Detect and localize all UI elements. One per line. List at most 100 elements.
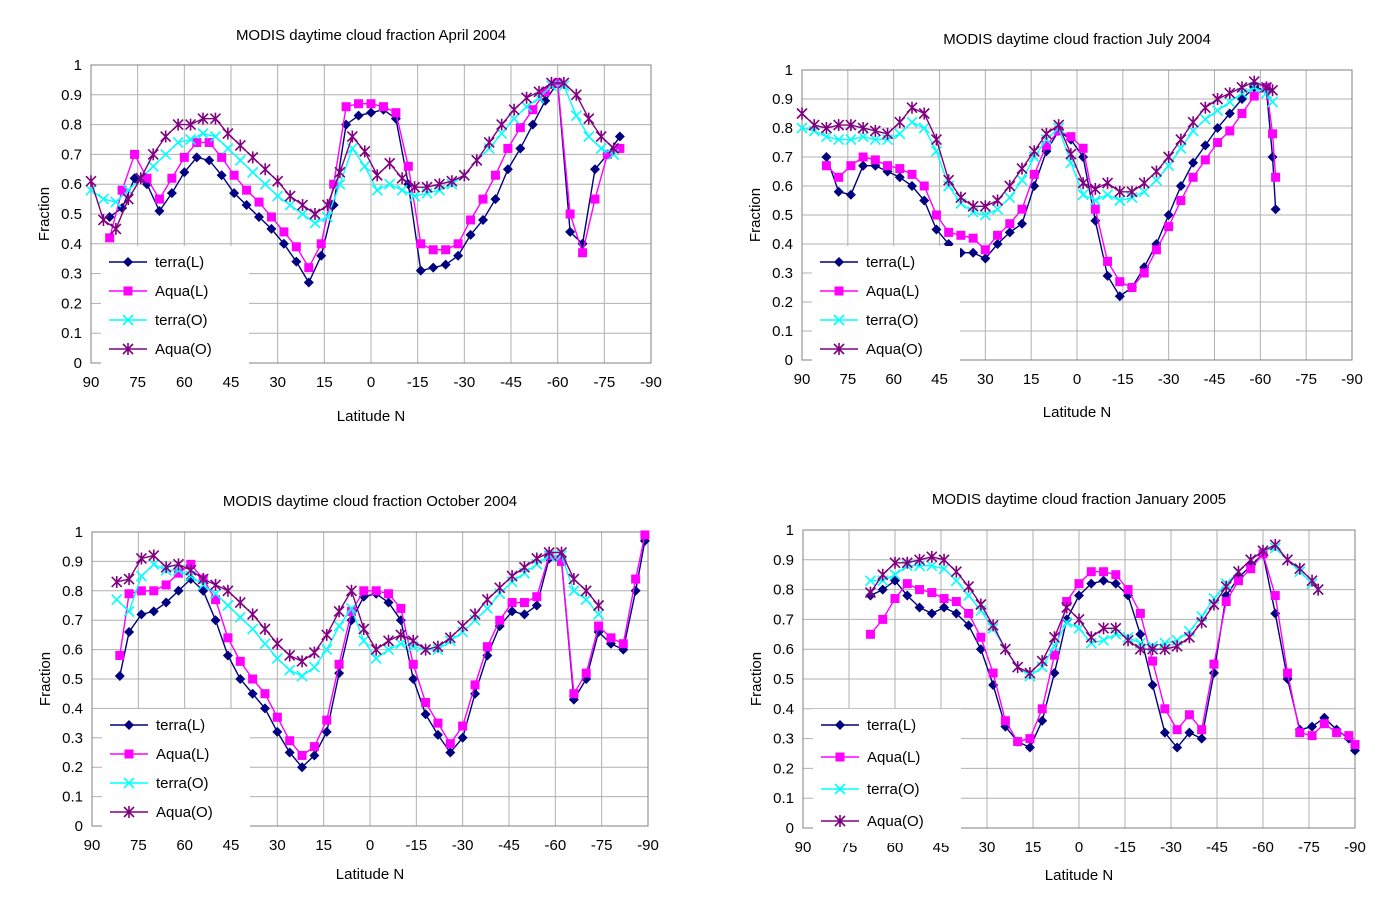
data-point [931,224,942,235]
data-point [97,193,110,205]
data-point [1188,157,1199,168]
data-point [446,175,458,188]
x-tick-label: -15 [405,837,427,854]
data-point [939,594,949,604]
data-point [1332,728,1342,738]
data-point [902,590,913,601]
x-tick-label: 15 [315,837,332,854]
data-point [371,586,381,596]
data-point [420,643,432,656]
data-point [796,107,808,120]
data-point [184,133,197,146]
chart-panel-july-2004: 90 75 60 45 30 15 0 -15 -30 -45 -60 -75 -90 0 0.1 0.2 0.… [700,0,1400,445]
series-Aqua(O) [864,538,1324,680]
data-point [222,650,233,661]
data-point [1024,667,1036,680]
legend-marker [833,314,845,326]
data-point [1266,96,1279,108]
x-tick-label: 75 [841,839,858,856]
data-point [279,227,289,237]
series-Aqua(O) [111,546,605,668]
data-point [285,736,295,746]
data-point [284,747,295,758]
data-point [1102,270,1113,281]
data-point [148,558,160,570]
data-point [864,586,877,599]
data-point [915,585,925,595]
data-point [1295,728,1305,738]
data-point [951,597,961,607]
data-point [1127,283,1137,292]
data-point [136,586,146,596]
data-point [963,620,974,631]
data-point [1122,634,1134,647]
data-point [179,167,190,178]
data-point [173,585,184,596]
data-point [420,709,431,720]
data-point [1004,180,1016,192]
data-point [988,668,998,678]
data-point [160,148,172,160]
y-tick-label: 0.4 [773,701,794,718]
data-point [919,195,930,206]
data-point [321,726,332,737]
data-point [421,181,433,194]
y-tick-label: 0.1 [772,323,793,340]
x-tick-label: -30 [452,837,474,854]
data-point [1171,640,1183,653]
data-point [1150,165,1163,178]
x-tick-label: -45 [1206,839,1228,856]
data-point [1197,725,1207,735]
data-point [631,574,641,584]
data-point [869,134,881,146]
data-point [110,196,122,208]
data-point [1110,578,1121,589]
data-point [1138,186,1150,198]
legend-label: terra(O) [866,312,919,329]
data-point [209,588,222,600]
data-point [503,143,513,153]
y-axis-label: Fraction [747,188,764,242]
data-point [877,568,889,581]
data-point [382,644,395,656]
series-terra(L) [114,535,650,773]
data-point [278,238,289,249]
data-point [117,185,127,195]
data-point [833,134,845,146]
data-point [234,596,246,609]
data-point [614,131,625,142]
data-point [359,145,371,158]
x-tick-label: 45 [223,837,240,854]
data-point [478,194,488,204]
data-point [507,606,518,617]
data-point [543,546,555,559]
data-point [1196,616,1208,629]
data-point [383,597,394,608]
data-point [483,136,495,149]
legend-label: terra(L) [867,717,916,734]
data-point [930,133,943,146]
x-tick-label: -75 [1295,371,1317,388]
data-point [382,634,395,647]
data-point [453,239,463,249]
data-point [820,122,833,134]
y-tick-label: 0.8 [62,583,83,600]
y-tick-label: 1 [75,524,83,541]
data-point [1224,108,1235,119]
data-point [395,628,407,641]
data-point [1134,643,1146,656]
data-point [428,245,438,255]
data-point [1090,215,1101,226]
data-point [272,175,284,188]
data-point [1074,579,1084,589]
chart-title: MODIS daytime cloud fraction October 200… [223,493,517,510]
data-point [291,256,302,267]
data-point [907,181,917,191]
data-point [123,605,135,617]
data-point [1029,181,1040,191]
data-point [259,163,271,176]
data-point [222,127,234,140]
series-Aqua(L) [865,549,1360,750]
data-point [148,549,160,562]
data-point [519,609,530,620]
